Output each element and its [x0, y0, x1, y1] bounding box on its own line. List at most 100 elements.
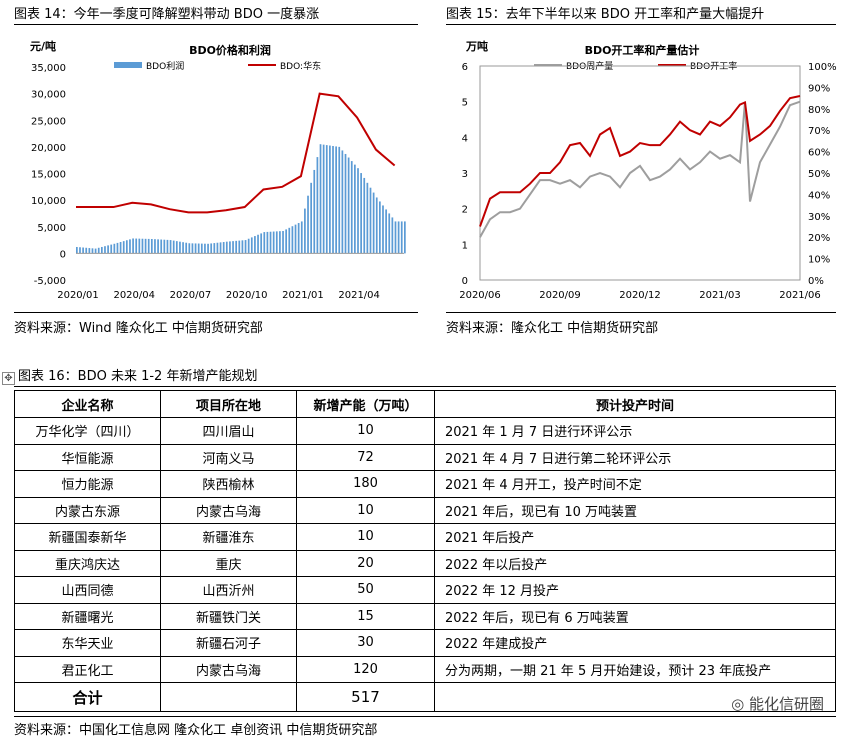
bar-profit — [204, 243, 206, 254]
bar-profit — [372, 192, 375, 254]
bar-profit — [294, 224, 297, 254]
bar-profit — [82, 247, 84, 254]
bar-profit — [385, 209, 387, 254]
table-row: 重庆鸿庆达 重庆 20 2022 年以后投产 — [14, 549, 836, 577]
bar-profit — [360, 173, 362, 254]
bar-profit — [88, 248, 91, 254]
cell-company: 东华天业 — [14, 629, 161, 657]
bar-profit — [369, 187, 372, 254]
chart-bdo-price-profit: 元/吨 BDO价格和利润 BDO利润 BDO:华东 35,000 30,000 25… — [30, 39, 406, 301]
table-row: 新疆曙光 新疆铁门关 15 2022 年后，现已有 6 万吨装置 — [14, 602, 836, 630]
fig14-source-rule — [14, 312, 418, 313]
fig16-source: 资料来源：中国化工信息网 隆众化工 卓创资讯 中信期货研究部 — [14, 723, 378, 738]
bar-profit — [357, 168, 359, 254]
bar-profit — [135, 238, 138, 254]
bar-profit — [166, 239, 169, 254]
bar-profit — [375, 197, 378, 254]
bar-profit — [263, 232, 266, 254]
cell-location: 新疆铁门关 — [160, 602, 297, 630]
chart14-ylabel: 元/吨 — [30, 39, 56, 53]
y-tick-label: 20,000 — [31, 143, 66, 154]
bar-profit — [232, 241, 234, 254]
y2-tick-label: 90% — [808, 83, 830, 94]
capacity-table: 企业名称 项目所在地 新增产能（万吨） 预计投产时间 万华化学（四川） 四川眉山 1… — [14, 390, 836, 712]
y2-tick-label: 60% — [808, 148, 830, 159]
bar-profit — [266, 231, 269, 254]
bar-profit — [244, 240, 247, 254]
bar-profit — [132, 238, 134, 254]
cell-schedule: 2021 年后投产 — [434, 523, 836, 551]
fig16-title: 图表 16：BDO 未来 1-2 年新增产能规划 — [18, 369, 258, 384]
chart15-title: BDO开工率和产量估计 — [585, 43, 700, 57]
cell-company: 恒力能源 — [14, 470, 161, 498]
cell-capacity: 15 — [296, 602, 435, 630]
y2-tick-label: 50% — [808, 169, 830, 180]
bar-profit — [100, 246, 103, 254]
bar-profit — [163, 239, 166, 254]
cell-location: 内蒙古乌海 — [160, 496, 297, 524]
bar-profit — [213, 243, 216, 254]
cell-schedule: 2021 年后，现已有 10 万吨装置 — [434, 496, 836, 524]
chart15-plot-frame — [479, 65, 801, 281]
cell-capacity: 10 — [296, 523, 435, 551]
bar-profit — [216, 242, 219, 254]
chart14-title: BDO价格和利润 — [189, 43, 271, 57]
cell-company: 内蒙古东源 — [14, 496, 161, 524]
bar-profit — [341, 150, 344, 254]
cell-location: 重庆 — [160, 549, 297, 577]
cell-schedule: 2021 年 4 月 7 日进行第二轮环评公示 — [434, 443, 836, 471]
bar-profit — [200, 243, 203, 254]
bar-profit — [319, 144, 322, 254]
cell-schedule: 2021 年 1 月 7 日进行环评公示 — [434, 417, 836, 445]
col-header-schedule: 预计投产时间 — [434, 390, 836, 418]
bar-profit — [229, 241, 231, 254]
y-tick-label: 10,000 — [31, 196, 66, 207]
bar-profit — [404, 221, 406, 254]
bar-profit — [241, 240, 244, 254]
bar-profit — [160, 239, 163, 254]
cell-capacity: 50 — [296, 576, 435, 604]
total-value: 517 — [296, 682, 435, 712]
y2-tick-label: 70% — [808, 126, 830, 137]
total-label: 合计 — [14, 682, 161, 712]
col-header-capacity: 新增产能（万吨） — [296, 390, 435, 418]
bar-profit — [297, 223, 300, 254]
table-row: 万华化学（四川） 四川眉山 10 2021 年 1 月 7 日进行环评公示 — [14, 417, 836, 445]
cell-location: 山西沂州 — [160, 576, 297, 604]
bar-profit — [94, 248, 97, 254]
fig16-title-rule — [14, 386, 836, 387]
table-total-row: 合计 517 — [14, 682, 836, 712]
bar-profit — [282, 231, 284, 254]
cell-schedule: 分为两期，一期 21 年 5 月开始建设，预计 23 年底投产 — [434, 655, 836, 683]
bar-profit — [363, 177, 366, 254]
bar-profit — [104, 246, 106, 254]
fig16-source-rule — [14, 716, 836, 717]
y-tick-label: 2 — [462, 205, 468, 216]
y-tick-label: 4 — [462, 133, 468, 144]
bar-profit — [313, 169, 316, 254]
cell-capacity: 30 — [296, 629, 435, 657]
cell-company: 君正化工 — [14, 655, 161, 683]
bar-profit — [194, 243, 197, 254]
bar-profit — [110, 244, 113, 254]
table-row: 山西同德 山西沂州 50 2022 年 12 月投产 — [14, 576, 836, 604]
bar-profit — [322, 144, 325, 254]
wechat-icon: ◎ — [731, 695, 749, 713]
table-move-handle-icon[interactable]: ✥ — [2, 372, 15, 385]
bar-profit — [113, 243, 116, 254]
watermark: ◎ 能化信研圈 — [731, 693, 824, 714]
bar-profit — [107, 245, 109, 254]
bar-profit — [250, 237, 253, 254]
bar-profit — [304, 208, 306, 254]
y2-tick-label: 10% — [808, 255, 830, 266]
bar-profit — [97, 247, 100, 254]
y2-tick-label: 20% — [808, 233, 830, 244]
cell-schedule: 2022 年后，现已有 6 万吨装置 — [434, 602, 836, 630]
cell-location: 内蒙古乌海 — [160, 655, 297, 683]
bar-profit — [207, 243, 209, 254]
bar-profit — [260, 233, 263, 254]
y-tick-label: 25,000 — [31, 116, 66, 127]
bar-profit — [169, 240, 172, 254]
bar-profit — [125, 240, 128, 254]
chart14-legend: BDO利润 BDO:华东 — [114, 60, 321, 72]
